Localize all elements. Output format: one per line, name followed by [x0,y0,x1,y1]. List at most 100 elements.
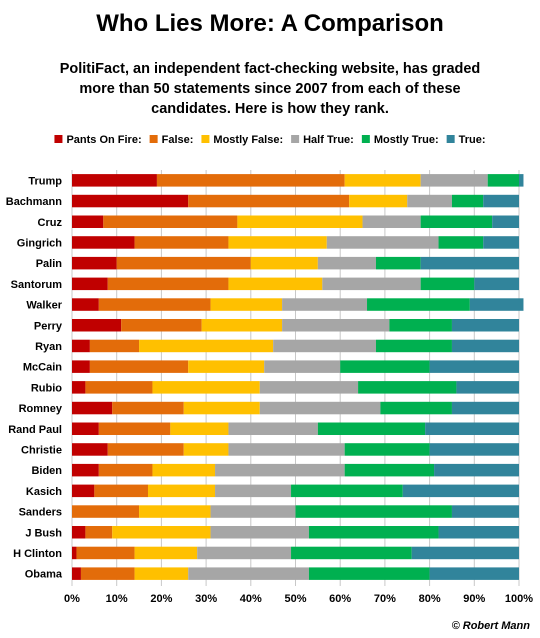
bar-christie-false [107,443,184,456]
x-tick-label: 10% [106,593,128,605]
bar-rand-paul-half-true [228,422,318,435]
bar-trump-true [519,174,524,187]
category-label: Biden [31,465,62,477]
legend-swatch-half-true [291,135,300,143]
bar-sanders-half-true [210,505,296,518]
bar-romney-false [112,401,184,415]
bar-rand-paul-mostly-true [317,422,426,435]
x-tick-label: 60% [329,593,351,605]
chart-title: Who Lies More: A Comparison [96,10,444,37]
bar-gingrich-half-true [326,236,439,249]
bar-gingrich-mostly-true [438,236,484,249]
category-label: Kasich [26,486,62,498]
bar-santorum-mostly-true [420,277,475,291]
bar-h-clinton-mostly-true [291,546,412,560]
bar-obama-half-true [188,567,309,580]
bar-bachmann-mostly-false [349,194,408,208]
category-label: Palin [36,258,63,270]
bar-ryan-false [89,339,140,353]
legend-label-mostly-true: Mostly True: [374,134,439,146]
bar-biden-mostly-false [152,463,216,477]
bar-santorum-true [474,277,519,291]
bar-rand-paul-pants-on-fire [72,422,99,435]
legend-label-true: True: [459,134,486,146]
category-label: J Bush [25,527,62,539]
bar-obama-mostly-true [308,567,430,580]
gridlines [71,170,520,586]
bar-biden-true [434,463,519,477]
legend-swatch-false [149,135,158,143]
bar-mccain-false [89,360,189,373]
bar-mccain-mostly-true [340,360,430,373]
chart-subtitle-line-2: more than 50 statements since 2007 from … [79,81,460,97]
bar-romney-mostly-true [380,401,452,415]
category-label: McCain [23,362,62,374]
bar-sanders-mostly-true [295,505,452,518]
legend-swatch-mostly-true [361,135,370,143]
bar-rubio-false [85,381,153,394]
bar-palin-false [116,256,251,270]
bar-trump-mostly-true [487,174,519,187]
bar-trump-false [156,174,345,187]
bar-trump-pants-on-fire [72,174,157,187]
bar-walker-mostly-false [210,298,283,311]
category-label: Bachmann [6,196,63,208]
bar-christie-true [429,443,519,456]
category-label: Perry [34,320,63,332]
bars [72,174,524,580]
category-label: Walker [26,300,62,312]
bar-palin-mostly-true [375,256,421,270]
bar-santorum-false [107,277,229,291]
bar-gingrich-false [134,236,229,249]
x-tick-label: 20% [150,593,172,605]
category-label: Ryan [35,341,62,353]
category-label: Rand Paul [8,424,62,436]
bar-palin-true [420,256,519,270]
bar-j-bush-mostly-false [112,526,211,539]
bar-romney-half-true [259,401,381,415]
bar-ryan-true [451,339,519,353]
bar-ryan-half-true [273,339,376,353]
category-label: Rubio [31,382,62,394]
bar-obama-mostly-false [134,567,189,580]
bar-cruz-true [492,215,519,228]
category-label: Romney [19,403,63,415]
bar-rand-paul-true [425,422,519,435]
bar-ryan-pants-on-fire [72,339,90,353]
bar-h-clinton-mostly-false [134,546,198,560]
category-label: Trump [28,175,62,187]
bar-rubio-pants-on-fire [72,381,86,394]
bar-perry-false [121,319,202,332]
x-tick-label: 50% [284,593,306,605]
bar-perry-true [451,319,519,332]
credit-text: © Robert Mann [452,620,531,632]
bar-walker-true [469,298,524,311]
bar-rubio-half-true [259,381,359,394]
bar-christie-mostly-false [183,443,229,456]
bar-santorum-pants-on-fire [72,277,108,291]
bar-christie-mostly-true [344,443,430,456]
bar-walker-pants-on-fire [72,298,99,311]
x-tick-label: 70% [374,593,396,605]
bar-kasich-half-true [215,484,292,498]
bar-trump-half-true [420,174,488,187]
bar-romney-pants-on-fire [72,401,113,415]
bar-cruz-mostly-false [237,215,363,228]
category-label: Sanders [19,507,62,519]
bar-sanders-false [72,505,140,518]
category-label: Gingrich [17,237,63,249]
bar-christie-half-true [228,443,345,456]
chart-subtitle-line-3: candidates. Here is how they rank. [151,101,389,117]
bar-bachmann-half-true [407,194,452,208]
bar-walker-mostly-true [367,298,470,311]
bar-bachmann-true [483,194,519,208]
category-label: H Clinton [13,548,62,560]
legend-label-pants-on-fire: Pants On Fire: [66,134,141,146]
bar-rand-paul-mostly-false [170,422,229,435]
bar-palin-mostly-false [250,256,318,270]
legend-swatch-true [446,135,455,143]
category-labels: Trump Bachmann Cruz Gingrich Palin Santorum Wa… [6,175,63,580]
category-label: Christie [21,444,62,456]
bar-j-bush-half-true [210,526,309,539]
